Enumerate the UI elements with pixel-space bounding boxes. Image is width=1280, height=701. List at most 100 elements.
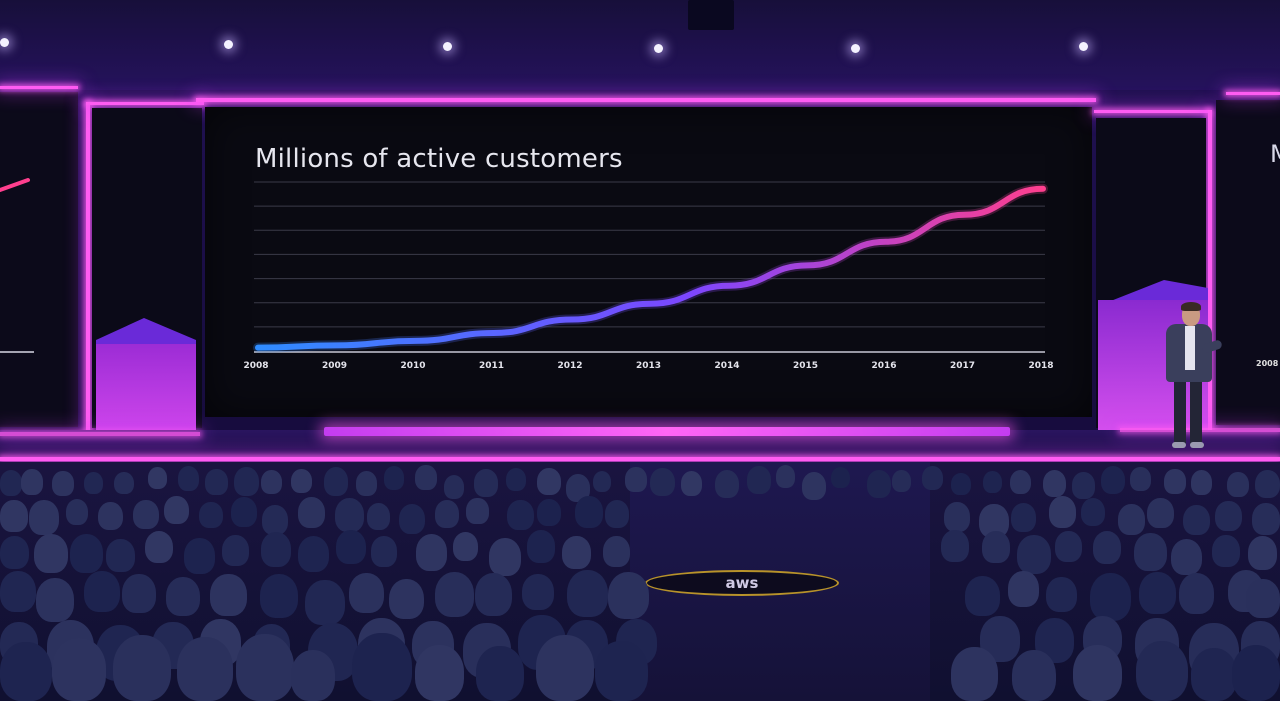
audience-member <box>866 470 891 499</box>
audience-member <box>147 466 167 489</box>
ceiling-spotlight <box>443 42 452 51</box>
audience-member <box>714 469 740 498</box>
audience-member <box>1252 503 1280 536</box>
presenter <box>1160 300 1226 452</box>
audience-member <box>507 499 534 530</box>
audience-member <box>177 636 234 701</box>
audience-member <box>235 634 294 701</box>
audience-member <box>1010 503 1036 533</box>
audience-member <box>1055 530 1082 562</box>
audience-member <box>435 499 460 528</box>
audience-member <box>0 499 28 532</box>
audience-member <box>1007 571 1039 607</box>
chart-x-tick-label: 2008 <box>243 361 268 371</box>
audience-member <box>574 496 603 529</box>
audience-member <box>801 471 827 500</box>
audience-member <box>1133 533 1167 571</box>
audience-member <box>20 469 43 495</box>
audience-member <box>1130 466 1151 491</box>
neon-strip-right-top <box>1094 110 1210 113</box>
chart-x-tick-label: 2010 <box>400 361 425 371</box>
chart-line-glow <box>253 183 1048 353</box>
right-side-chart-title: M <box>1270 140 1280 168</box>
audience-member <box>323 467 349 496</box>
audience-member <box>566 570 609 618</box>
audience-member <box>352 632 412 701</box>
ceiling-spotlight <box>0 38 9 47</box>
audience-member <box>1011 650 1056 701</box>
audience-member <box>680 470 703 496</box>
audience-member <box>349 573 384 613</box>
audience-member <box>230 497 257 528</box>
audience-member <box>1118 504 1146 536</box>
audience-member <box>488 538 521 576</box>
audience-member <box>1178 572 1215 614</box>
audience-member <box>1246 579 1280 619</box>
chart-x-tick-label: 2017 <box>950 361 975 371</box>
audience-member <box>562 536 592 570</box>
chart-data-point <box>728 285 730 287</box>
audience-member <box>1212 534 1240 567</box>
audience-member <box>775 465 796 488</box>
audience-member <box>34 533 68 573</box>
audience-member <box>166 577 201 617</box>
audience-member <box>921 465 943 490</box>
audience-member <box>389 578 425 619</box>
audience-member <box>52 470 74 496</box>
audience-member <box>1042 469 1067 497</box>
audience-member <box>233 466 259 496</box>
chart-x-tick-label: 2018 <box>1028 361 1053 371</box>
presenter-shirt <box>1185 326 1195 370</box>
audience-member <box>1080 497 1106 527</box>
slide-title: Millions of active customers <box>255 144 623 174</box>
audience-member <box>177 466 200 492</box>
audience-member <box>0 571 36 613</box>
right-side-screen <box>1216 100 1280 425</box>
audience-member <box>474 573 513 617</box>
neon-strip-far-right-top <box>1226 92 1280 95</box>
chart-data-point <box>885 241 887 243</box>
audience-member <box>35 577 74 622</box>
presenter-hair <box>1181 302 1201 311</box>
audience-member <box>592 470 612 493</box>
audience-member <box>1090 572 1132 621</box>
neon-strip-left-vertical <box>86 102 90 447</box>
audience-member <box>398 503 426 535</box>
audience-member <box>144 530 174 564</box>
neon-strip-stage-left <box>0 432 200 436</box>
audience-member <box>0 641 52 701</box>
audience-member <box>260 574 299 619</box>
audience-member <box>607 572 649 620</box>
audience-member <box>625 467 647 492</box>
audience-member <box>466 498 489 524</box>
audience-member <box>335 530 366 565</box>
audience-member <box>537 499 561 527</box>
audience-member <box>290 468 312 493</box>
chart-data-point <box>493 332 495 334</box>
audience-member <box>112 634 171 701</box>
audience-member <box>98 501 124 531</box>
audience-member <box>604 500 630 529</box>
audience-member <box>261 470 283 495</box>
chart-data-point <box>807 265 809 267</box>
audience-member <box>1182 504 1210 536</box>
audience-member <box>415 645 464 701</box>
chart-x-tick-label: 2011 <box>479 361 504 371</box>
ceiling-spotlight <box>851 44 860 53</box>
chart-x-tick-label: 2015 <box>793 361 818 371</box>
chart-data-point <box>964 214 966 216</box>
audience-member <box>65 499 89 526</box>
audience-member <box>1016 535 1051 575</box>
audience-member <box>383 466 404 490</box>
chart-data-point <box>1042 188 1044 190</box>
audience-member <box>1254 469 1280 499</box>
audience-member <box>290 650 336 701</box>
presenter-shoe <box>1190 442 1204 448</box>
audience-member <box>443 474 465 499</box>
audience-member <box>943 502 970 533</box>
audience-member <box>1170 538 1203 576</box>
chart-x-tick-label: 2009 <box>322 361 347 371</box>
audience-member <box>210 574 247 617</box>
audience-member <box>1231 645 1280 701</box>
ceiling-spotlight <box>224 40 233 49</box>
